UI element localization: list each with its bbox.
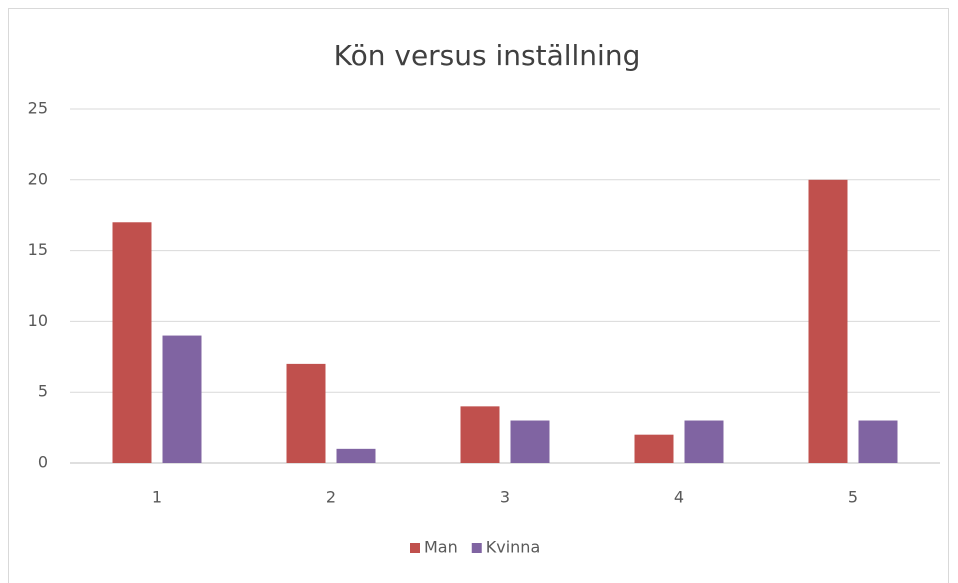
y-tick-label: 25 (28, 99, 48, 118)
legend-label: Kvinna (486, 538, 541, 557)
y-tick-label: 15 (28, 240, 48, 259)
bar (684, 420, 724, 463)
bar (336, 448, 376, 463)
bar (634, 434, 674, 463)
y-tick-label: 0 (38, 453, 48, 472)
legend-swatch (471, 543, 482, 553)
y-tick-label: 10 (28, 311, 48, 330)
bar (286, 363, 326, 463)
chart-title: Kön versus inställning (334, 39, 641, 72)
x-tick-label: 2 (326, 488, 336, 507)
bar (460, 406, 500, 463)
legend-swatch (410, 543, 420, 553)
bar (858, 420, 898, 463)
bar (112, 222, 152, 463)
x-tick-label: 3 (500, 488, 510, 507)
y-tick-label: 5 (38, 382, 48, 401)
legend-label: Man (424, 538, 458, 557)
x-tick-label: 1 (152, 488, 162, 507)
x-tick-label: 5 (848, 488, 858, 507)
x-tick-label: 4 (674, 488, 684, 507)
bar (162, 335, 202, 463)
bar (510, 420, 550, 463)
y-tick-label: 20 (28, 169, 48, 188)
chart-border (8, 8, 949, 583)
bar (808, 179, 848, 464)
